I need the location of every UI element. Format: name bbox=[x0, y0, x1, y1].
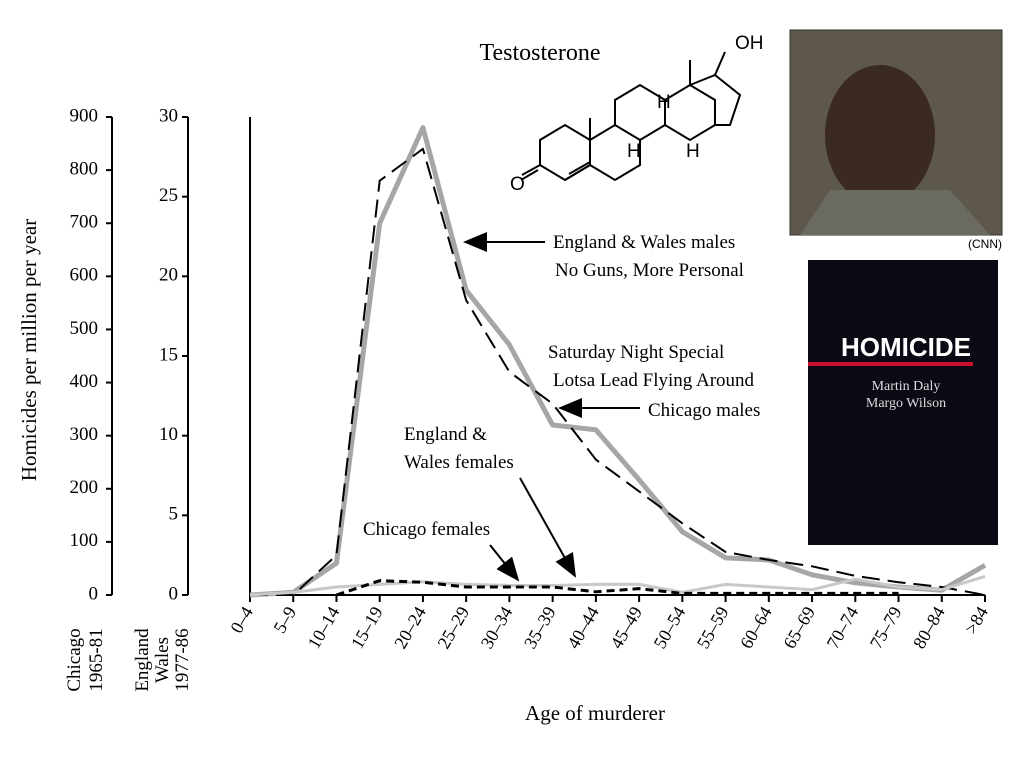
atom-label: H bbox=[686, 141, 700, 162]
y-tick-label: 700 bbox=[70, 212, 99, 233]
y-tick-label: 0 bbox=[89, 583, 99, 604]
annotation-arrows bbox=[463, 232, 640, 582]
y-tick-label: 100 bbox=[70, 530, 99, 551]
book-author: Martin Daly bbox=[872, 379, 941, 394]
y-tick-label: 300 bbox=[70, 424, 99, 445]
atom-label: O bbox=[510, 174, 525, 195]
y-axis-caption: 1965-81 bbox=[86, 628, 107, 691]
annotation: Chicago males bbox=[648, 400, 760, 421]
series-line bbox=[249, 574, 986, 597]
photo-caption: (CNN) bbox=[968, 237, 1002, 251]
y2-tick-label: 20 bbox=[159, 265, 178, 286]
x-tick-label: 60–64 bbox=[736, 603, 776, 652]
atom-label: H bbox=[657, 92, 671, 113]
y-tick-label: 900 bbox=[70, 105, 99, 126]
x-tick-label: 50–54 bbox=[650, 603, 690, 652]
x-tick-label: 80–84 bbox=[909, 603, 949, 652]
x-tick-label: 75–79 bbox=[866, 603, 906, 652]
series-line bbox=[249, 125, 987, 598]
y-tick-label: 200 bbox=[70, 477, 99, 498]
x-tick-label: 5–9 bbox=[269, 603, 300, 636]
x-tick-label: 55–59 bbox=[693, 603, 733, 652]
y2-tick-label: 30 bbox=[159, 105, 178, 126]
book-stripe bbox=[808, 362, 973, 366]
annotation: No Guns, More Personal bbox=[555, 260, 744, 281]
x-tick-label: 70–74 bbox=[823, 603, 863, 652]
y-tick-label: 400 bbox=[70, 371, 99, 392]
y-axis-title: Homicides per million per year bbox=[17, 219, 41, 481]
y2-axis-caption: Wales bbox=[152, 637, 173, 683]
series-line bbox=[335, 579, 899, 597]
x-tick-label: 20–24 bbox=[390, 603, 430, 652]
x-tick-label: 45–49 bbox=[606, 603, 646, 652]
annotation: Saturday Night Special bbox=[548, 342, 724, 363]
book-author: Margo Wilson bbox=[866, 396, 946, 411]
y-tick-label: 600 bbox=[70, 265, 99, 286]
x-tick-label: 30–34 bbox=[477, 603, 517, 652]
molecule bbox=[520, 51, 742, 182]
x-tick-label: 25–29 bbox=[433, 603, 473, 652]
x-tick-label: >84 bbox=[961, 603, 992, 637]
x-tick-label: 35–39 bbox=[520, 603, 560, 652]
x-tick-label: 40–44 bbox=[563, 603, 603, 652]
book-cover bbox=[808, 260, 998, 545]
atom-label: H bbox=[627, 141, 641, 162]
x-tick-label: 10–14 bbox=[304, 603, 344, 652]
x-axis-title: Age of murderer bbox=[525, 701, 665, 725]
photo-suit bbox=[800, 190, 990, 235]
y2-tick-label: 5 bbox=[169, 504, 179, 525]
annotation: England & Wales males bbox=[553, 232, 735, 253]
chart-title: Testosterone bbox=[480, 40, 601, 66]
atom-label: OH bbox=[735, 33, 764, 54]
annotation: England & bbox=[404, 424, 487, 445]
annotation: Chicago females bbox=[363, 519, 490, 540]
y2-axis-caption: 1977-86 bbox=[172, 628, 193, 691]
annotation: Wales females bbox=[404, 452, 514, 473]
y-tick-label: 800 bbox=[70, 158, 99, 179]
y-tick-label: 500 bbox=[70, 318, 99, 339]
y2-tick-label: 25 bbox=[159, 185, 178, 206]
y2-tick-label: 10 bbox=[159, 424, 178, 445]
book-title: HOMICIDE bbox=[841, 332, 971, 362]
x-tick-label: 65–69 bbox=[779, 603, 819, 652]
series-line bbox=[250, 147, 986, 596]
y2-tick-label: 15 bbox=[159, 344, 178, 365]
y2-axis-caption: England bbox=[132, 628, 153, 692]
annotation: Lotsa Lead Flying Around bbox=[553, 370, 755, 391]
x-tick-label: 0–4 bbox=[226, 603, 257, 636]
y2-tick-label: 0 bbox=[169, 583, 179, 604]
y-axis-caption: Chicago bbox=[64, 628, 85, 691]
photo-face bbox=[825, 65, 935, 205]
x-tick-label: 15–19 bbox=[347, 603, 387, 652]
